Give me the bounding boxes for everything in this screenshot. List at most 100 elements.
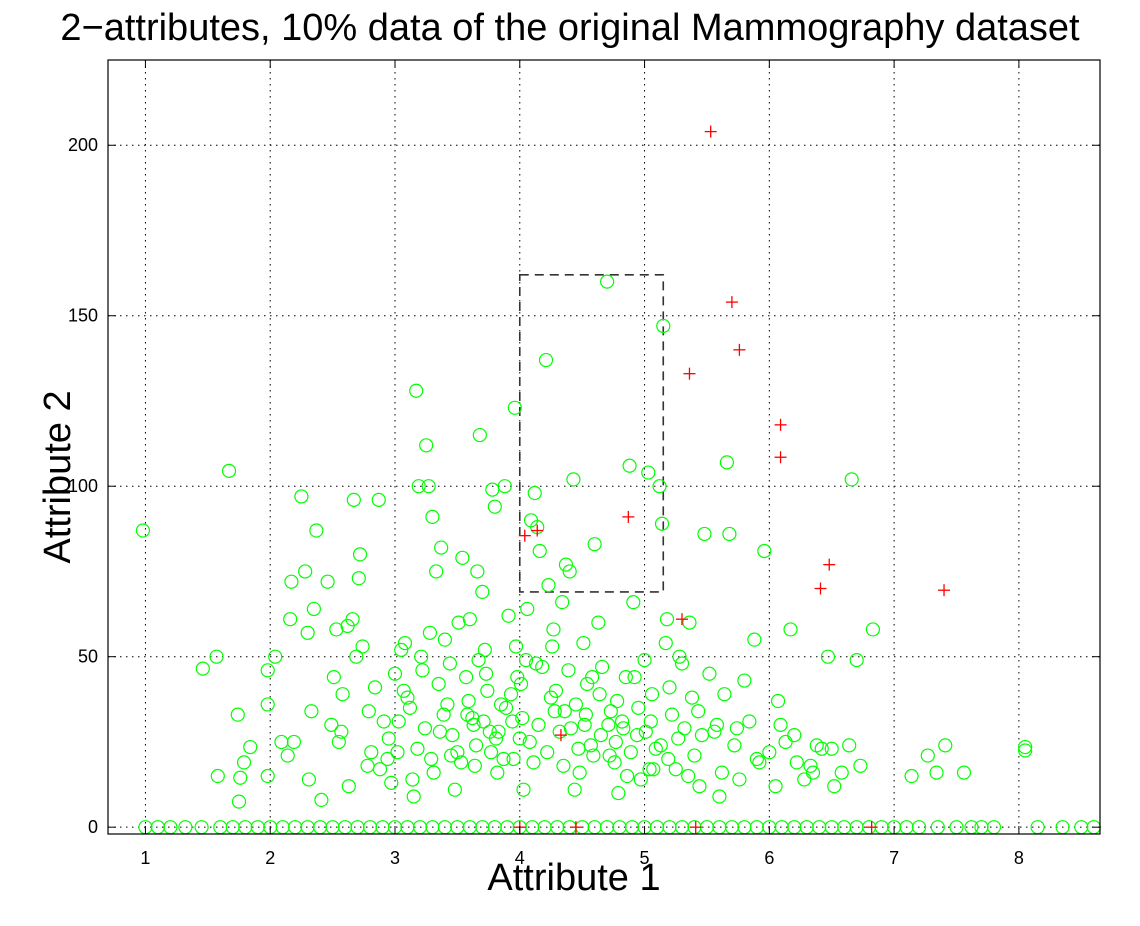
circle-point [429, 564, 444, 579]
circle-point [301, 772, 316, 787]
circle-point [527, 485, 542, 501]
circle-point [488, 731, 504, 746]
circle-point [602, 748, 617, 763]
circle-point [500, 820, 515, 835]
circle-point [834, 765, 849, 780]
circle-point [485, 482, 500, 497]
circle-point [638, 724, 653, 739]
plot-frame [107, 59, 1101, 835]
circle-point [778, 734, 793, 750]
plus-point [733, 343, 746, 356]
circle-point [727, 738, 742, 753]
circle-point [376, 714, 391, 729]
circle-point [956, 765, 972, 780]
circle-point [195, 661, 210, 676]
circle-point [586, 748, 601, 763]
circle-point [424, 751, 439, 767]
axis-ticks: 1 2 3 4 5 6 7 8 0 50 100 150 200 [68, 60, 1100, 868]
plus-point [683, 367, 696, 380]
chart-title: 2−attributes, 10% data of the original M… [60, 7, 1080, 49]
y-tick-label: 0 [88, 817, 98, 837]
circle-point [243, 739, 258, 755]
circle-point [664, 707, 680, 722]
circle-point [648, 741, 663, 756]
circle-point [687, 748, 702, 763]
plus-point [554, 729, 567, 742]
circle-point [451, 615, 466, 630]
circle-point [331, 734, 346, 750]
circle-point [440, 697, 455, 712]
circle-point [633, 772, 648, 787]
data-points [135, 125, 1101, 835]
circle-point [419, 438, 434, 453]
circle-point [674, 656, 690, 671]
circle-point [538, 352, 554, 368]
circle-point [351, 571, 366, 586]
circle-point [929, 765, 944, 780]
circle-point [540, 745, 555, 760]
circle-point [671, 731, 686, 746]
circle-point [757, 543, 772, 559]
circle-point [472, 427, 487, 443]
circle-point [409, 383, 424, 398]
circle-point [260, 697, 275, 712]
x-tick-label: 2 [265, 848, 275, 868]
circle-point [568, 697, 584, 712]
circle-point [641, 465, 656, 480]
circle-point [490, 765, 505, 780]
circle-point [707, 724, 722, 739]
circle-point [503, 687, 519, 702]
circle-point [593, 728, 608, 743]
circle-point [470, 564, 485, 579]
circle-point [516, 782, 531, 797]
circle-point [646, 762, 661, 777]
circle-point [194, 820, 209, 835]
circle-point [812, 820, 827, 835]
circle-point [762, 745, 777, 760]
circle-point [600, 274, 615, 289]
circle-point [610, 693, 625, 709]
circle-point [849, 653, 864, 668]
circle-point [406, 789, 421, 804]
plus-point [725, 296, 738, 309]
circle-point [400, 690, 415, 705]
circle-point [577, 717, 592, 732]
circle-point [306, 601, 321, 617]
plus-point [675, 613, 688, 626]
circle-point [752, 755, 767, 770]
circle-point [417, 721, 433, 736]
circle-point [522, 734, 537, 750]
circle-point [314, 792, 329, 808]
circle-point [659, 612, 675, 627]
circle-point [460, 707, 475, 722]
circle-point [572, 765, 587, 780]
plus-point [774, 451, 787, 464]
circle-point [717, 687, 732, 702]
circle-point [478, 666, 494, 681]
plus-point [774, 418, 787, 431]
circle-point [904, 768, 919, 784]
circle-point [496, 751, 511, 767]
circle-point [360, 758, 375, 773]
highlight-box [518, 274, 665, 593]
circle-point [920, 748, 935, 763]
circle-point [697, 526, 712, 542]
highlight-box-layer [518, 274, 665, 593]
circle-point [682, 615, 697, 630]
circle-point [545, 639, 560, 654]
circle-point [337, 820, 353, 835]
x-tick-label: 3 [390, 848, 400, 868]
circle-point [749, 751, 764, 767]
circle-point [974, 820, 989, 835]
circle-point [415, 663, 430, 678]
y-tick-label: 150 [68, 306, 98, 326]
circle-point [656, 318, 671, 334]
circle-point [384, 775, 399, 790]
circle-point [280, 748, 295, 763]
circle-point [431, 676, 446, 692]
circle-point [591, 615, 606, 630]
circle-point [552, 724, 567, 739]
circle-point [487, 499, 502, 514]
circle-point [442, 656, 457, 671]
circle-point [230, 707, 245, 722]
